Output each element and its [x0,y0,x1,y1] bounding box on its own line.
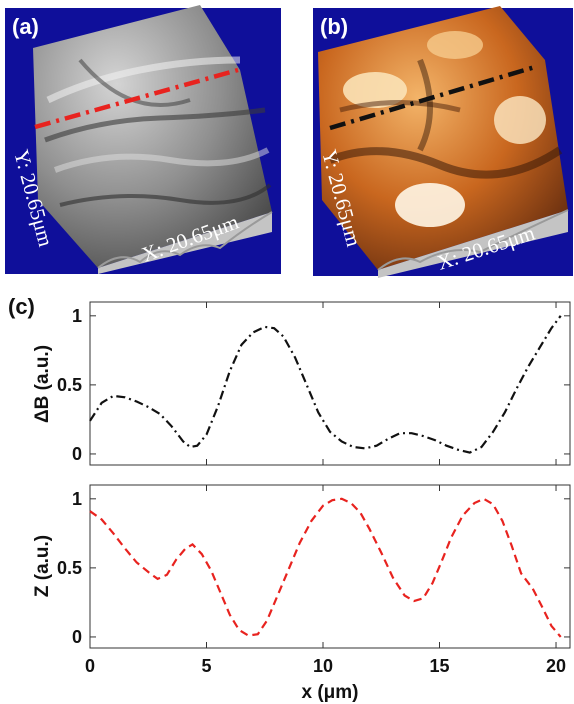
panel-c-letter: (c) [8,294,35,319]
panel-b-surface-image [313,6,573,278]
z-series-line [89,497,562,638]
delta-b-chart: 0 0.5 1 ΔB (a.u.) [32,301,571,466]
delta-b-y-tick-label: 0.5 [57,375,82,395]
panel-b-profile-line [329,64,536,131]
delta-b-y-tick-label: 0 [72,444,82,464]
panel-a-letter: (a) [12,14,39,39]
z-y-tick-label: 0.5 [57,558,82,578]
delta-b-y-axis-label: ΔB (a.u.) [32,345,53,423]
z-plot-frame [89,484,571,649]
z-y-tick-label: 1 [72,489,82,509]
z-x-tick-label: 5 [201,656,211,676]
z-y-tick-label: 0 [72,627,82,647]
x-axis-label: x (μm) [301,682,358,703]
delta-b-y-tick-label: 1 [72,306,82,326]
delta-b-plot-frame [89,301,571,466]
panel-b-letter: (b) [320,14,348,39]
z-x-tick-label: 15 [429,656,449,676]
z-x-tick-label: 10 [313,656,333,676]
z-y-axis-label: Z (a.u.) [32,535,53,597]
z-chart: 00.510 5 10 15 20 Z (a.u.) x (μm) [32,484,571,703]
z-x-tick-label: 20 [546,656,566,676]
z-x-tick-label: 0 [85,656,95,676]
panel-a-surface-image [5,5,281,274]
delta-b-series-line [89,315,562,454]
panel-a-profile-line [34,67,239,130]
